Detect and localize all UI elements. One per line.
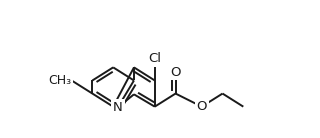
Text: Cl: Cl [148,52,161,65]
Text: CH₃: CH₃ [48,74,72,87]
Text: O: O [170,66,181,79]
Text: O: O [196,100,207,113]
Text: N: N [113,101,123,114]
